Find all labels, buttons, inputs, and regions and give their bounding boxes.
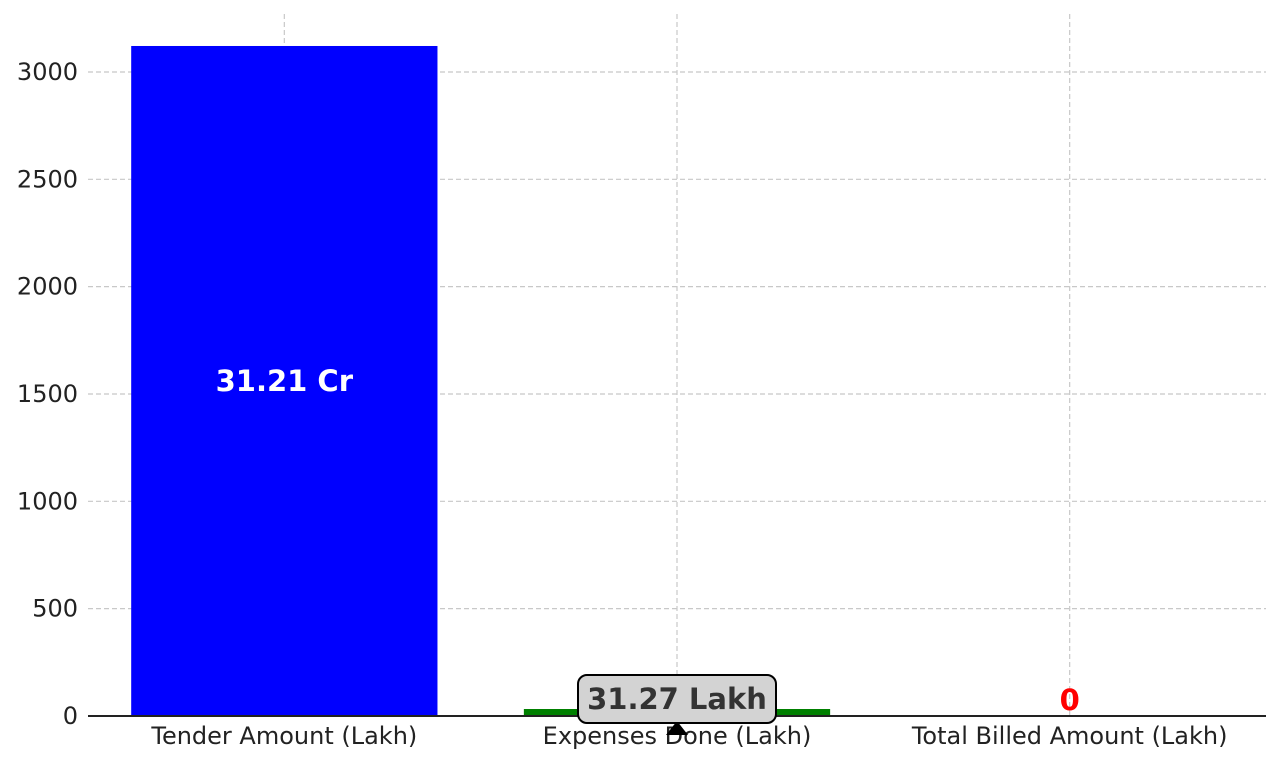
callout-pointer bbox=[666, 721, 688, 735]
y-tick-label: 1500 bbox=[17, 380, 78, 408]
y-tick-label: 500 bbox=[32, 595, 78, 623]
x-tick-label: Total Billed Amount (Lakh) bbox=[911, 722, 1228, 750]
callout-box bbox=[577, 674, 777, 724]
axis-layer: 0 500 1000 1500 2000 2500 3000 Tender Amount (L… bbox=[17, 58, 1266, 750]
y-tick-label: 2000 bbox=[17, 273, 78, 301]
y-tick-label: 2500 bbox=[17, 165, 78, 193]
x-tick-label: Tender Amount (Lakh) bbox=[150, 722, 417, 750]
bar-value-label: 0 bbox=[1060, 683, 1080, 717]
y-tick-label: 0 bbox=[63, 702, 78, 730]
bar-1 bbox=[131, 45, 438, 716]
y-tick-label: 3000 bbox=[17, 58, 78, 86]
y-tick-label: 1000 bbox=[17, 487, 78, 515]
label-layer: 31.21 Cr 31.27 Lakh 0 bbox=[216, 364, 1080, 735]
bar-layer bbox=[131, 45, 831, 716]
bar-value-label: 31.21 Cr bbox=[216, 364, 354, 398]
bar-value-label: 31.27 Lakh bbox=[587, 682, 767, 716]
